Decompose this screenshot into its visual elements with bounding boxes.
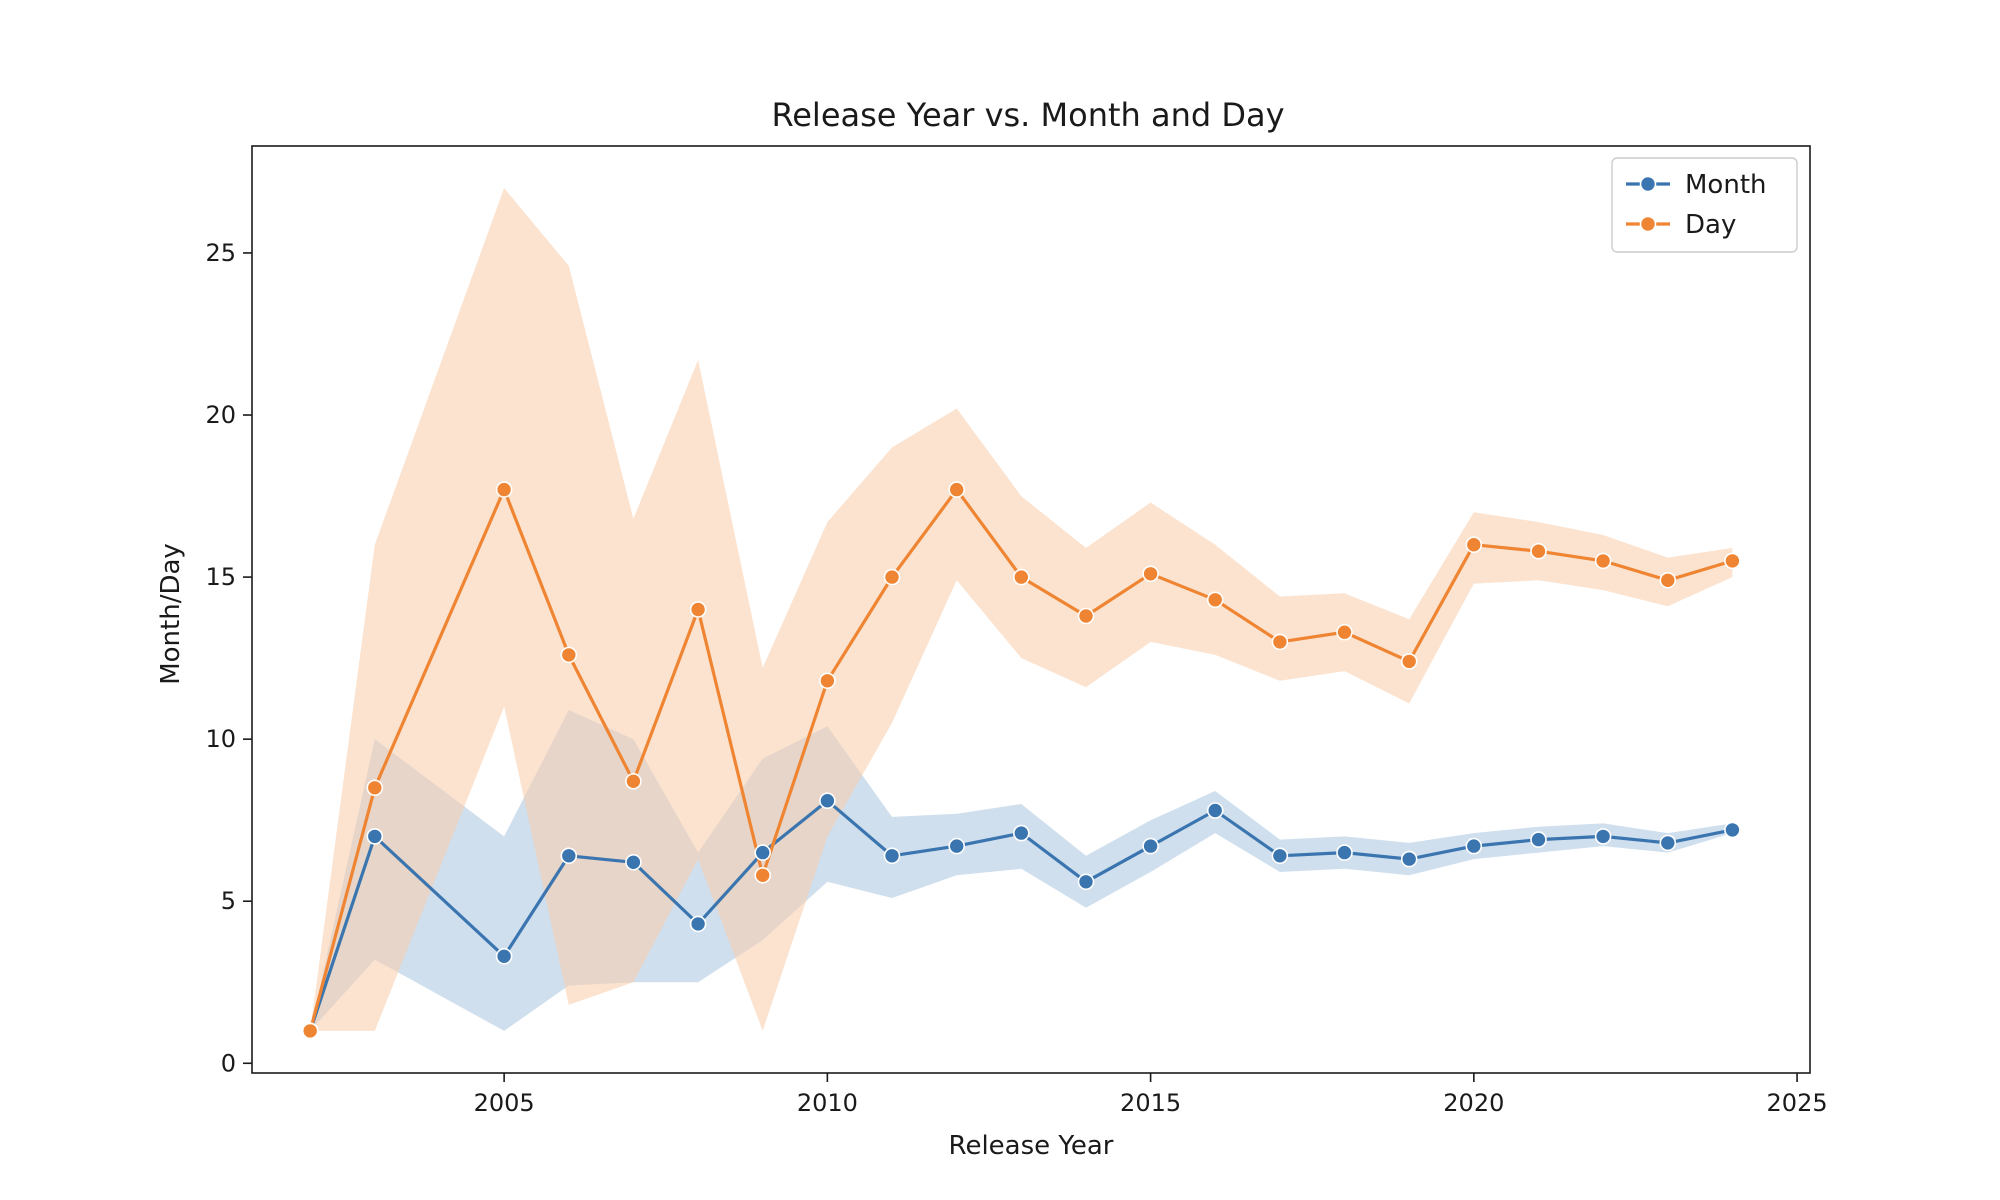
x-axis-ticks: 2005 2010 2015 2020 2025 <box>474 1073 1828 1117</box>
month-point-2018 <box>1336 844 1353 861</box>
day-point-2009 <box>754 866 772 884</box>
month-point-2022 <box>1594 828 1612 845</box>
day-line <box>308 488 1733 1032</box>
day-point-2021 <box>1530 542 1547 560</box>
month-point-2007 <box>625 853 642 871</box>
legend-items: Month Day <box>1626 170 1767 240</box>
month-point-2005 <box>495 947 513 965</box>
day-point-2016 <box>1206 591 1224 609</box>
month-point-2023 <box>1659 834 1677 852</box>
day-point-2011 <box>883 568 901 586</box>
day-point-2005 <box>495 481 513 498</box>
day-point-2023 <box>1659 571 1677 589</box>
legend-marker-day <box>1639 215 1657 233</box>
month-point-2016 <box>1206 802 1224 819</box>
month-point-2012 <box>948 837 966 855</box>
y-tick-label-25: 25 <box>205 239 236 267</box>
day-point-2007 <box>625 772 642 790</box>
x-tick-label-2015: 2015 <box>1120 1089 1181 1117</box>
y-axis-label: Month/Day <box>156 543 186 685</box>
day-point-2003 <box>366 779 384 797</box>
day-point-2020 <box>1465 536 1483 554</box>
x-axis-label: Release Year <box>949 1131 1114 1161</box>
month-point-2015 <box>1142 837 1159 855</box>
day-point-2024 <box>1724 552 1741 570</box>
series-points <box>301 481 1741 1040</box>
legend-box <box>1611 157 1798 253</box>
legend-marker-month <box>1639 175 1657 193</box>
month-point-2020 <box>1465 837 1483 855</box>
month-point-2013 <box>1012 824 1030 842</box>
month-point-2017 <box>1271 847 1289 865</box>
chart-title: Release Year vs. Month and Day <box>771 96 1284 134</box>
day-point-2017 <box>1271 633 1289 651</box>
day-point-2014 <box>1077 607 1095 625</box>
y-tick-label-10: 10 <box>205 725 236 753</box>
day-point-2008 <box>689 601 707 618</box>
month-point-2006 <box>560 847 578 865</box>
day-point-2010 <box>819 672 836 690</box>
day-point-2019 <box>1400 653 1418 670</box>
month-point-2014 <box>1077 873 1095 891</box>
month-point-2008 <box>689 915 707 933</box>
day-point-2022 <box>1594 552 1612 570</box>
month-point-2010 <box>819 792 836 810</box>
legend-label-month: Month <box>1685 170 1767 200</box>
x-tick-label-2010: 2010 <box>797 1089 858 1117</box>
day-point-2006 <box>560 646 578 664</box>
day-point-2002 <box>301 1022 319 1040</box>
legend-label-day: Day <box>1685 210 1736 240</box>
x-tick-label-2020: 2020 <box>1443 1089 1504 1117</box>
day-confidence-band <box>310 188 1733 1031</box>
month-confidence-band <box>310 710 1733 1031</box>
legend-item-day[interactable]: Day <box>1626 210 1736 240</box>
month-point-2024 <box>1724 821 1741 839</box>
y-tick-label-0: 0 <box>221 1049 236 1077</box>
month-point-2011 <box>883 847 901 865</box>
x-tick-label-2025: 2025 <box>1767 1089 1828 1117</box>
day-point-2018 <box>1336 623 1353 641</box>
confidence-bands <box>310 188 1733 1031</box>
y-axis-ticks: 0 5 10 15 20 25 <box>205 239 252 1077</box>
month-point-2003 <box>366 828 384 845</box>
day-point-2012 <box>948 481 966 498</box>
month-point-2009 <box>754 844 772 861</box>
plot-frame <box>251 145 1811 1074</box>
month-line <box>308 799 1733 1032</box>
x-tick-label-2005: 2005 <box>474 1089 535 1117</box>
legend-item-month[interactable]: Month <box>1626 170 1767 200</box>
day-point-2013 <box>1012 568 1030 586</box>
legend[interactable]: Month Day <box>1611 157 1798 253</box>
y-tick-label-20: 20 <box>205 401 236 429</box>
series-lines <box>308 488 1733 1032</box>
month-point-2021 <box>1530 831 1547 848</box>
y-tick-label-5: 5 <box>221 887 236 915</box>
y-tick-label-15: 15 <box>205 563 236 591</box>
month-point-2019 <box>1400 850 1418 868</box>
day-point-2015 <box>1142 565 1159 583</box>
